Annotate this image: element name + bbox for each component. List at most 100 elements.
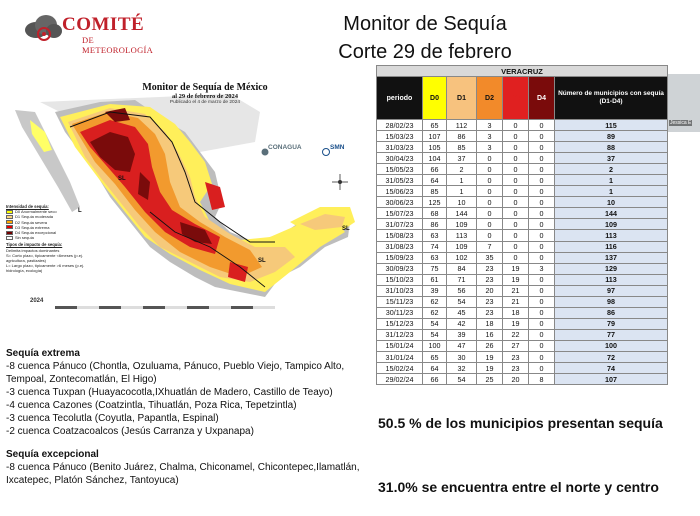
cell-value: 0 (528, 152, 555, 165)
compass-icon (332, 174, 348, 190)
table-row: 15/12/23 54 42 18 19 0 79 (376, 317, 668, 330)
smn-icon (322, 148, 330, 156)
cloud-logo-icon (25, 15, 62, 41)
col-header-d4: D4 (528, 76, 555, 120)
cell-value: 18 (502, 306, 529, 319)
legend-swatch (6, 235, 13, 240)
webcam-thumbnail[interactable]: Jessica E (668, 74, 700, 132)
cell-value: 0 (476, 152, 503, 165)
cell-periodo: 31/08/23 (376, 240, 423, 253)
cell-value: 0 (502, 229, 529, 242)
cell-periodo: 29/02/24 (376, 373, 423, 386)
cell-total: 113 (554, 273, 668, 286)
cell-value: 19 (476, 362, 503, 375)
legend-label: D4 Sequía excepcional (15, 230, 57, 236)
stat-percent-norte-centro: 31.0% se encuentra entre el norte y cent… (378, 479, 659, 495)
cell-value: 85 (446, 141, 477, 154)
slide-title: Monitor de Sequía Corte 29 de febrero (310, 10, 540, 66)
logo-brand: COMITÉ (62, 14, 145, 35)
table-row: 15/10/23 61 71 23 19 0 113 (376, 273, 668, 286)
cell-periodo: 15/10/23 (376, 273, 423, 286)
logo-subtitle: DE METEOROLOGÍA (82, 35, 154, 55)
cell-value: 19 (476, 350, 503, 364)
legend-swatch (6, 215, 13, 219)
cell-value: 0 (502, 130, 529, 143)
cell-total: 77 (554, 328, 668, 341)
stat-percent-municipios: 50.5 % de los municipios presentan sequí… (378, 415, 663, 431)
cell-value: 0 (528, 295, 555, 308)
cell-value: 0 (502, 196, 529, 209)
cell-total: 1 (554, 185, 668, 198)
conagua-label: CONAGUA (268, 144, 302, 151)
legend-swatch (6, 230, 13, 235)
cell-value: 0 (476, 196, 503, 209)
cell-total: 86 (554, 306, 668, 319)
drought-map: SL SL SL L Monitor de Sequía de México a… (0, 72, 375, 342)
table-row: 30/09/23 75 84 23 19 3 129 (376, 262, 668, 275)
table-row: 30/11/23 62 45 23 18 0 86 (376, 306, 668, 319)
cell-value: 0 (476, 229, 503, 242)
cell-total: 97 (554, 284, 668, 297)
cell-value: 45 (446, 306, 477, 319)
cell-value: 64 (422, 174, 447, 187)
cell-value: 0 (502, 207, 529, 220)
cell-value: 105 (422, 141, 447, 154)
cell-value: 0 (476, 207, 503, 220)
cell-value: 71 (446, 273, 477, 286)
col-header-d2: D2 (476, 76, 503, 120)
cell-value: 0 (502, 152, 529, 165)
cell-value: 112 (446, 118, 477, 132)
impact-item: Delimita impactos dominantes (6, 247, 60, 253)
cell-value: 3 (528, 262, 555, 275)
table-row: 31/08/23 74 109 7 0 0 116 (376, 240, 668, 253)
drought-municipalities-text: Sequía extrema -8 cuenca Pánuco (Chontla… (6, 347, 371, 487)
cell-value: 0 (528, 273, 555, 286)
cell-periodo: 15/06/23 (376, 185, 423, 198)
cell-value: 66 (422, 163, 447, 176)
cell-value: 26 (476, 339, 503, 352)
bullet-item: -3 cuenca Tecolutla (Coyutla, Papantla, … (6, 413, 219, 424)
smn-label: SMN (330, 144, 345, 151)
cell-value: 19 (502, 273, 529, 286)
cell-total: 88 (554, 141, 668, 154)
cell-value: 0 (528, 350, 555, 364)
cell-total: 89 (554, 130, 668, 143)
cell-value: 61 (422, 273, 447, 286)
region-label-2: SL (258, 258, 266, 264)
cell-value: 20 (476, 284, 503, 297)
cell-periodo: 30/11/23 (376, 306, 423, 319)
legend-label: D3 Sequía extrema (15, 224, 50, 230)
cell-value: 0 (528, 196, 555, 209)
cell-value: 0 (502, 141, 529, 154)
legend-label: D0 Anormalmente seco (15, 209, 57, 215)
webcam-label: Jessica E (669, 120, 693, 126)
cell-periodo: 30/09/23 (376, 262, 423, 275)
cell-value: 0 (528, 328, 555, 341)
cell-value: 0 (528, 218, 555, 231)
legend-item: D1 Sequía moderada (6, 214, 86, 219)
cell-total: 37 (554, 152, 668, 165)
mexico-drought-map-image: SL SL SL L (0, 72, 375, 342)
table-row: 15/11/23 62 54 23 21 0 98 (376, 295, 668, 308)
cell-periodo: 30/06/23 (376, 196, 423, 209)
cell-value: 62 (422, 295, 447, 308)
region-label-1: SL (118, 176, 126, 182)
bullet-item: -8 cuenca Pánuco (Benito Juárez, Chalma,… (6, 462, 360, 486)
cell-periodo: 15/12/23 (376, 317, 423, 330)
cell-value: 3 (476, 130, 503, 143)
cell-value: 10 (446, 196, 477, 209)
legend-swatch (6, 225, 13, 230)
map-date: al 29 de febrero de 2024 (171, 93, 238, 100)
cell-value: 0 (528, 118, 555, 132)
cell-total: 1 (554, 174, 668, 187)
cell-value: 21 (502, 284, 529, 297)
legend-label: D1 Sequía moderada (15, 214, 54, 220)
cell-value: 42 (446, 317, 477, 330)
cell-periodo: 31/12/23 (376, 328, 423, 341)
col-header-d0: D0 (422, 76, 447, 120)
cell-value: 39 (422, 284, 447, 297)
cell-value: 23 (476, 295, 503, 308)
map-title: Monitor de Sequía de México (142, 82, 268, 93)
cell-total: 100 (554, 339, 668, 352)
col-header-d3: D3 (502, 76, 529, 120)
